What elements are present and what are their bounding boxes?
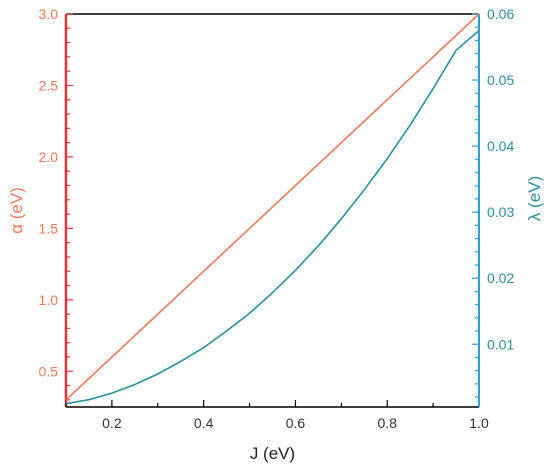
right-y-axis-label: λ (eV) (525, 176, 544, 221)
left-y-tick-label: 1.5 (39, 220, 59, 236)
left-y-axis-ticks: 0.5 1.0 1.5 2.0 2.5 3.0 (39, 6, 73, 401)
x-tick-label: 0.8 (377, 415, 397, 431)
lambda-series-line (65, 29, 480, 405)
left-y-tick-label: 2.0 (39, 149, 59, 165)
x-tick-label: 0.4 (194, 415, 214, 431)
right-y-tick-label: 0.06 (487, 6, 514, 22)
right-y-tick-label: 0.05 (487, 72, 514, 88)
series-layer (65, 13, 480, 405)
left-y-tick-label: 2.5 (39, 77, 59, 93)
right-y-tick-label: 0.03 (487, 204, 514, 220)
right-y-tick-label: 0.04 (487, 138, 514, 154)
x-tick-label: 0.2 (102, 415, 122, 431)
left-y-tick-label: 0.5 (39, 363, 59, 379)
left-y-axis-label: α (eV) (7, 187, 26, 234)
alpha-series-line (65, 13, 480, 401)
x-axis-ticks: 0.2 0.4 0.6 0.8 1.0 (65, 400, 489, 431)
x-tick-label: 0.6 (286, 415, 306, 431)
right-y-tick-label: 0.01 (487, 336, 514, 352)
x-tick-label: 1.0 (469, 415, 489, 431)
right-y-tick-label: 0.02 (487, 270, 514, 286)
left-y-tick-label: 1.0 (39, 292, 59, 308)
x-axis-label: J (eV) (250, 444, 295, 463)
right-y-axis-ticks: 0.01 0.02 0.03 0.04 0.05 0.06 (472, 6, 514, 398)
left-y-tick-label: 3.0 (39, 6, 59, 22)
